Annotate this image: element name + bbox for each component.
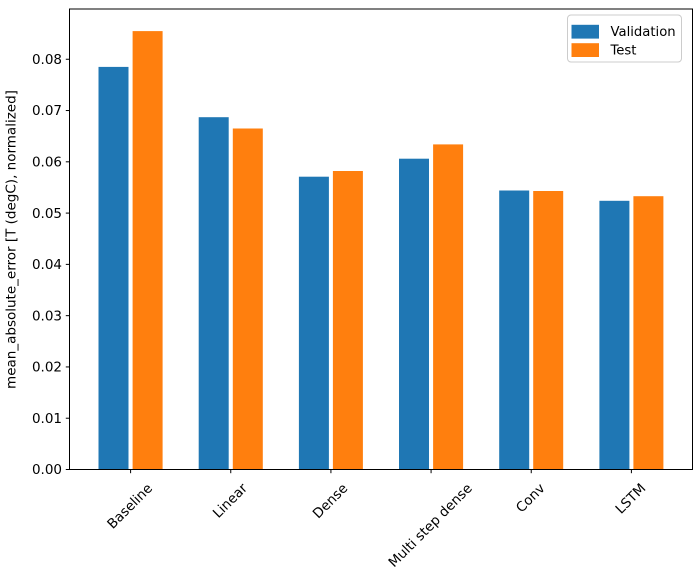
- bar-test-multi-step-dense: [433, 144, 464, 470]
- legend: Validation Test: [567, 14, 682, 63]
- y-tick-label: 0.05: [32, 206, 62, 222]
- y-tick-label: 0.06: [32, 155, 62, 171]
- y-axis-label: mean_absolute_error [T (degC), normalize…: [4, 90, 20, 389]
- x-tick-label: Conv: [513, 481, 549, 517]
- x-axis: Baseline Linear Dense Multi step dense Conv L…: [104, 469, 650, 571]
- legend-swatch-test: [571, 43, 599, 57]
- y-tick-label: 0.08: [32, 52, 62, 68]
- bars-group: [98, 31, 664, 470]
- y-axis: 0.00 0.01 0.02 0.03 0.04 0.05 0.06 0.07 0.08: [32, 52, 70, 478]
- bar-test-linear: [232, 128, 263, 470]
- x-tick-label: Multi step dense: [386, 481, 476, 571]
- y-tick-label: 0.03: [32, 308, 62, 324]
- bar-test-conv: [533, 191, 564, 470]
- plot-frame-rect: [69, 8, 693, 470]
- y-tick-label: 0.02: [32, 360, 62, 376]
- legend-swatch-validation: [571, 24, 599, 39]
- legend-label-validation: Validation: [611, 25, 676, 40]
- bar-validation-conv: [499, 190, 530, 470]
- bar-validation-multi-step-dense: [399, 158, 429, 470]
- y-tick-label: 0.01: [32, 411, 62, 427]
- bar-test-baseline: [132, 31, 163, 470]
- bar-validation-lstm: [599, 200, 630, 470]
- bar-validation-dense: [298, 176, 329, 470]
- x-tick-label: Baseline: [104, 481, 156, 533]
- plot-frame: [69, 8, 693, 470]
- y-tick-label: 0.04: [32, 257, 62, 273]
- bar-validation-linear: [198, 117, 229, 470]
- x-tick-label: Linear: [210, 480, 251, 521]
- x-tick-label: Dense: [310, 481, 351, 522]
- bar-test-dense: [332, 171, 363, 470]
- x-tick-label: LSTM: [613, 481, 650, 518]
- bar-validation-baseline: [98, 66, 129, 470]
- y-tick-label: 0.00: [32, 462, 62, 478]
- y-tick-label: 0.07: [32, 103, 62, 119]
- legend-label-test: Test: [610, 44, 637, 59]
- bar-test-lstm: [633, 196, 664, 470]
